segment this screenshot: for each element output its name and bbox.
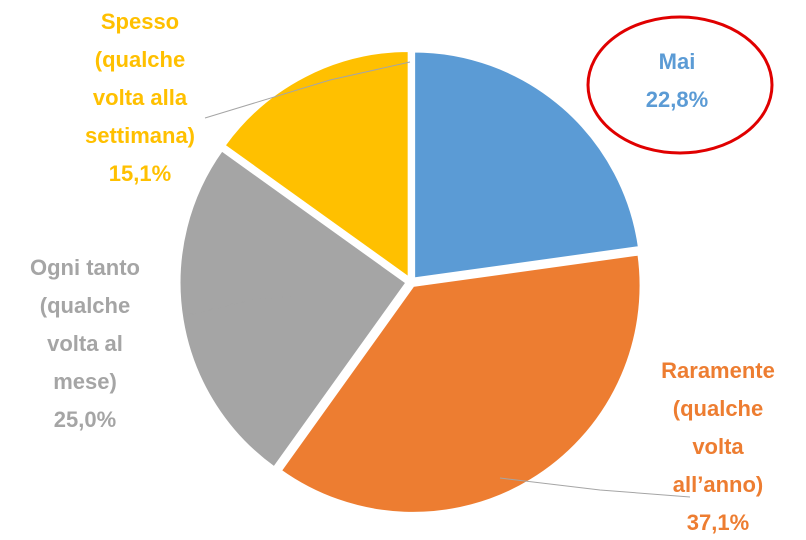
category-label: Ogni tanto (qualche volta al mese) (30, 255, 140, 394)
slice-label: Raramente (qualche volta all’anno) 37,1% (661, 352, 775, 540)
pie-slice (177, 147, 410, 471)
pie-slice (278, 252, 643, 515)
leader-line (204, 61, 411, 119)
leader-line (183, 295, 294, 317)
pie-slice (221, 48, 411, 282)
value-label: 25,0% (53, 407, 117, 432)
slice-label: Mai 22,8% (646, 43, 708, 119)
slice-label: Spesso (qualche volta alla settimana) 15,… (85, 3, 195, 193)
category-label: Spesso (qualche volta alla settimana) (84, 9, 196, 148)
slice-label: Ogni tanto (qualche volta al mese) 25,0% (30, 249, 140, 439)
value-label: 15,1% (108, 161, 172, 186)
category-label: Raramente (qualche volta all’anno) (661, 358, 775, 497)
value-label: 22,8% (645, 87, 709, 112)
pie-slice (412, 49, 642, 281)
leader-line (499, 477, 691, 498)
value-label: 37,1% (686, 510, 750, 535)
highlight-circle (586, 15, 774, 155)
category-label: Mai (658, 49, 696, 74)
